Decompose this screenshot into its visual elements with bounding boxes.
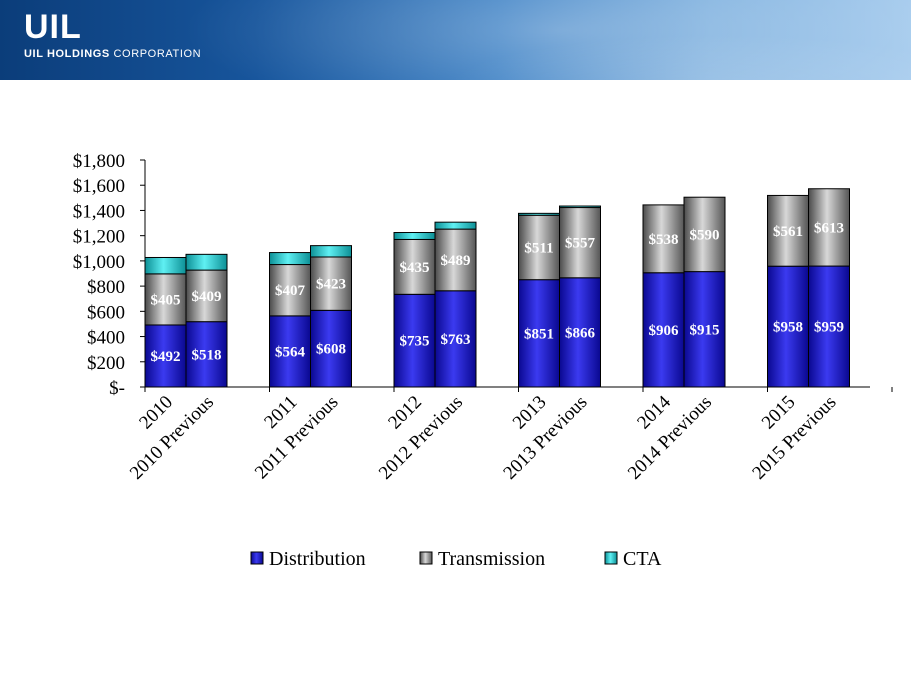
bar-distribution-8 <box>642 272 685 388</box>
y-tick-label: $1,400 <box>73 201 125 222</box>
data-label-transmission-3: $423 <box>316 277 346 293</box>
company-name: UIL HOLDINGS CORPORATION <box>24 48 201 60</box>
data-label-distribution-4: $735 <box>400 334 430 350</box>
bar-transmission-8 <box>642 204 685 274</box>
data-label-transmission-0: $405 <box>151 292 181 308</box>
bar-distribution-0 <box>144 324 187 388</box>
data-label-distribution-3: $608 <box>316 342 346 358</box>
legend-label-cta: CTA <box>623 548 662 570</box>
bar-distribution-10 <box>767 265 809 388</box>
data-label-transmission-2: $407 <box>275 283 306 299</box>
data-label-distribution-9: $915 <box>690 322 720 338</box>
bar-transmission-9 <box>683 196 726 273</box>
data-label-transmission-1: $409 <box>192 289 222 305</box>
data-label-distribution-1: $518 <box>192 347 222 363</box>
bar-transmission-11 <box>808 188 850 267</box>
y-tick-label: $1,200 <box>73 227 125 248</box>
plot-area: $492 $405 $518 $409 $564 $407 $608 $423 $735 $435… <box>144 188 850 388</box>
header-banner: UIL UIL HOLDINGS CORPORATION <box>0 0 911 80</box>
data-label-transmission-9: $590 <box>690 227 720 243</box>
company-name-bold: UIL HOLDINGS <box>24 48 110 60</box>
data-label-distribution-2: $564 <box>275 344 306 360</box>
bar-cta-1 <box>185 253 228 271</box>
y-tick-label: $1,000 <box>73 252 125 273</box>
header-swoosh <box>180 0 911 80</box>
bar-transmission-5 <box>434 228 477 292</box>
bar-transmission-4 <box>393 238 436 295</box>
data-label-distribution-7: $866 <box>565 325 596 341</box>
data-label-transmission-10: $561 <box>773 224 803 240</box>
bar-transmission-6 <box>518 214 560 281</box>
y-tick-label: $400 <box>87 328 125 349</box>
bar-distribution-7 <box>559 277 601 388</box>
data-label-transmission-7: $557 <box>565 236 596 252</box>
legend: Distribution Transmission CTA <box>250 548 662 570</box>
y-tick-label: $800 <box>87 277 125 298</box>
company-logo: UIL <box>24 10 82 44</box>
bar-cta-5 <box>434 221 477 230</box>
data-label-transmission-6: $511 <box>524 240 553 256</box>
bar-cta-0 <box>144 256 187 275</box>
data-label-transmission-4: $435 <box>400 260 430 276</box>
bar-transmission-1 <box>185 269 228 323</box>
bar-distribution-5 <box>434 290 477 388</box>
bar-cta-3 <box>310 245 352 258</box>
bar-distribution-9 <box>683 271 726 388</box>
data-label-transmission-5: $489 <box>441 253 471 269</box>
legend-swatch-distribution <box>250 551 264 565</box>
y-tick-label: $1,600 <box>73 176 125 197</box>
bar-cta-2 <box>269 252 311 266</box>
y-tick-label: $600 <box>87 302 125 323</box>
data-label-distribution-6: $851 <box>524 326 554 342</box>
bar-cta-4 <box>393 232 436 240</box>
data-label-transmission-8: $538 <box>649 232 679 248</box>
logo-mark: UIL <box>24 8 82 46</box>
legend-label-distribution: Distribution <box>269 548 366 570</box>
y-tick-label: $- <box>109 378 125 399</box>
legend-swatch-transmission <box>419 551 433 565</box>
data-label-distribution-11: $959 <box>814 320 844 336</box>
data-label-distribution-5: $763 <box>441 332 471 348</box>
legend-label-transmission: Transmission <box>438 548 545 570</box>
bar-distribution-1 <box>185 321 228 388</box>
data-label-transmission-11: $613 <box>814 220 844 236</box>
company-name-light: CORPORATION <box>113 48 202 60</box>
data-label-distribution-10: $958 <box>773 320 803 336</box>
bar-cta-6 <box>518 212 560 216</box>
bar-distribution-11 <box>808 265 850 388</box>
bar-distribution-4 <box>393 293 436 388</box>
bar-cta-7 <box>559 205 601 209</box>
bar-transmission-10 <box>767 194 809 267</box>
data-label-distribution-8: $906 <box>649 323 680 339</box>
y-axis: $- $200 $400 $600 $800 $1,000 $1,200 $1,400 $1,6… <box>73 151 146 399</box>
data-label-distribution-0: $492 <box>151 349 181 365</box>
legend-swatch-cta <box>604 551 618 565</box>
y-tick-label: $200 <box>87 353 125 374</box>
y-tick-label: $1,800 <box>73 151 125 172</box>
